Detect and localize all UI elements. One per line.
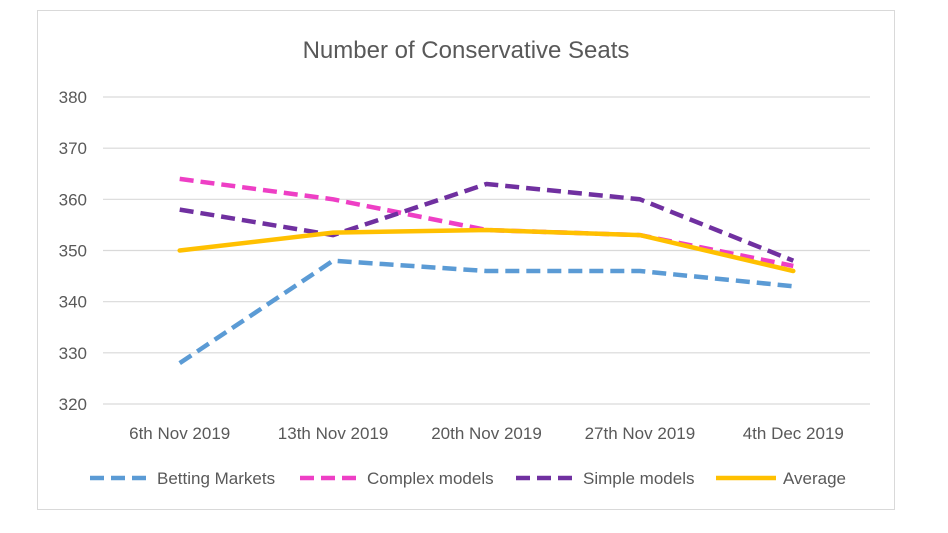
gridlines <box>103 96 870 405</box>
legend-label: Simple models <box>583 469 695 488</box>
legend-label: Average <box>783 469 846 488</box>
y-tick-label: 350 <box>59 242 87 261</box>
y-tick-label: 330 <box>59 344 87 363</box>
y-axis-labels: 320 330 340 350 360 370 380 <box>59 88 87 414</box>
y-tick-label: 340 <box>59 293 87 312</box>
y-tick-label: 320 <box>59 395 87 414</box>
series-lines <box>177 176 796 365</box>
series-line-betting-markets <box>178 258 794 365</box>
x-tick-label: 6th Nov 2019 <box>129 424 230 443</box>
y-tick-label: 370 <box>59 139 87 158</box>
x-axis-labels: 6th Nov 2019 13th Nov 2019 20th Nov 2019 27… <box>129 424 844 443</box>
chart-title: Number of Conservative Seats <box>303 37 630 64</box>
x-tick-label: 13th Nov 2019 <box>278 424 389 443</box>
x-tick-label: 4th Dec 2019 <box>743 424 844 443</box>
y-tick-label: 360 <box>59 190 87 209</box>
legend-label: Complex models <box>367 469 494 488</box>
legend-label: Betting Markets <box>157 469 275 488</box>
legend: Betting Markets Complex models Simple mode… <box>90 469 846 488</box>
y-tick-label: 380 <box>59 88 87 107</box>
x-tick-label: 20th Nov 2019 <box>431 424 542 443</box>
x-tick-label: 27th Nov 2019 <box>585 424 696 443</box>
